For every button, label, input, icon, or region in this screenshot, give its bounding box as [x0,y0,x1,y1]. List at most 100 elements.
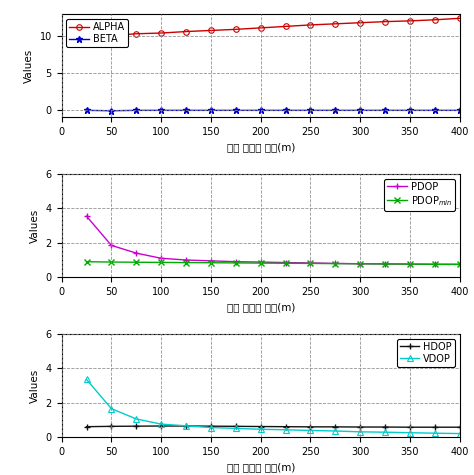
Y-axis label: Values: Values [30,209,40,243]
BETA [308,107,313,113]
HDOP [109,424,114,429]
PDOP [233,259,238,265]
PDOP$_{min}$ [109,259,114,265]
PDOP [382,261,388,267]
ALPHA [283,24,288,29]
HDOP [457,424,463,430]
PDOP$_{min}$ [233,260,238,266]
Line: PDOP: PDOP [83,213,463,268]
X-axis label: 기준 리더의 높이(m): 기준 리더의 높이(m) [227,142,295,152]
BETA [407,107,413,113]
PDOP [158,256,164,261]
ALPHA [432,17,438,23]
ALPHA [457,16,463,21]
ALPHA [158,30,164,36]
ALPHA [308,22,313,28]
VDOP [233,426,238,431]
PDOP$_{min}$ [83,259,89,265]
HDOP [407,424,413,430]
HDOP [382,424,388,430]
VDOP [308,428,313,433]
BETA [432,107,438,113]
PDOP$_{min}$ [457,262,463,267]
ALPHA [407,18,413,24]
Line: PDOP$_{min}$: PDOP$_{min}$ [83,258,463,268]
ALPHA [258,25,264,31]
HDOP [258,424,264,429]
BETA [258,107,264,113]
VDOP [134,416,139,422]
VDOP [158,421,164,427]
HDOP [357,424,363,430]
Legend: ALPHA, BETA: ALPHA, BETA [66,19,128,47]
HDOP [134,423,139,429]
PDOP [432,261,438,267]
HDOP [308,424,313,430]
BETA [183,107,189,113]
PDOP$_{min}$ [357,261,363,266]
BETA [357,107,363,113]
HDOP [432,424,438,430]
BETA [158,107,164,113]
ALPHA [233,27,238,32]
PDOP [134,250,139,256]
HDOP [283,424,288,429]
PDOP [333,261,338,266]
BETA [283,107,288,113]
BETA [134,107,139,113]
PDOP [83,213,89,219]
Y-axis label: Values: Values [24,48,34,83]
PDOP [457,261,463,267]
PDOP$_{min}$ [283,260,288,266]
HDOP [183,423,189,429]
Line: ALPHA: ALPHA [84,16,463,39]
PDOP [208,258,214,264]
HDOP [233,424,238,429]
PDOP [308,260,313,266]
BETA [83,107,89,113]
VDOP [357,429,363,435]
ALPHA [83,33,89,39]
ALPHA [183,28,189,34]
PDOP [109,243,114,248]
BETA [109,108,114,114]
VDOP [83,377,89,382]
Legend: PDOP, PDOP$_{min}$: PDOP, PDOP$_{min}$ [384,179,455,210]
PDOP [357,261,363,266]
Line: VDOP: VDOP [84,377,463,437]
PDOP$_{min}$ [382,261,388,267]
PDOP$_{min}$ [158,259,164,265]
HDOP [208,423,214,429]
PDOP$_{min}$ [308,261,313,266]
PDOP [258,259,264,265]
VDOP [432,430,438,436]
VDOP [183,423,189,428]
ALPHA [382,19,388,25]
Y-axis label: Values: Values [30,368,40,403]
VDOP [457,431,463,437]
HDOP [83,424,89,429]
X-axis label: 기준 리더의 높이(m): 기준 리더의 높이(m) [227,303,295,313]
VDOP [333,428,338,434]
PDOP$_{min}$ [208,260,214,266]
VDOP [283,427,288,433]
VDOP [258,427,264,432]
BETA [333,107,338,113]
X-axis label: 기준 리더의 높이(m): 기준 리더의 높이(m) [227,462,295,472]
PDOP$_{min}$ [183,260,189,266]
ALPHA [109,33,114,38]
PDOP [183,257,189,263]
Line: HDOP: HDOP [83,423,463,431]
PDOP$_{min}$ [432,261,438,267]
PDOP$_{min}$ [407,261,413,267]
PDOP$_{min}$ [333,261,338,266]
BETA [233,107,238,113]
ALPHA [208,28,214,33]
HDOP [333,424,338,430]
BETA [382,107,388,113]
ALPHA [134,31,139,37]
VDOP [407,430,413,436]
PDOP [283,260,288,266]
Line: BETA: BETA [83,107,463,114]
ALPHA [333,21,338,27]
